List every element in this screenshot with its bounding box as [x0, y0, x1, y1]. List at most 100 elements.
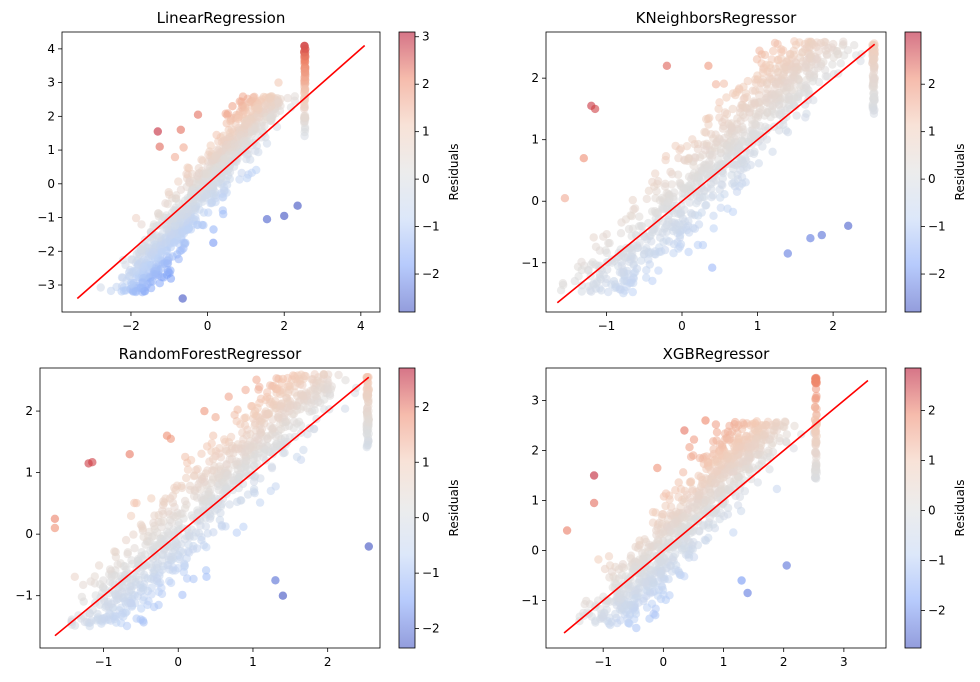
data-point	[577, 287, 586, 296]
data-point	[166, 578, 176, 588]
data-point	[870, 45, 879, 55]
data-point	[641, 578, 650, 588]
data-point	[711, 420, 721, 429]
data-point	[212, 130, 221, 140]
data-point	[761, 420, 770, 430]
data-point	[182, 574, 192, 583]
data-point	[731, 423, 741, 432]
data-point	[137, 220, 146, 229]
data-point	[316, 383, 326, 392]
data-point	[157, 583, 166, 593]
data-point	[272, 439, 281, 448]
data-point	[708, 151, 717, 160]
data-point	[635, 536, 644, 545]
data-point	[199, 506, 208, 515]
data-point	[253, 434, 262, 444]
colorbar-tick-label: 1	[422, 125, 430, 139]
data-point	[733, 159, 742, 168]
data-point	[319, 370, 328, 379]
data-point	[759, 431, 768, 440]
colorbar-tick-label: −1	[422, 220, 440, 234]
scatter-points	[96, 41, 310, 303]
data-point	[712, 162, 722, 172]
colorbar-tick-label: 2	[928, 404, 936, 418]
colorbar-label: Residuals	[953, 144, 967, 201]
data-point	[706, 179, 716, 189]
data-point	[781, 437, 791, 446]
axes-frame	[39, 367, 381, 649]
data-point	[723, 453, 732, 463]
scatter-points	[556, 37, 879, 298]
data-point	[737, 479, 746, 488]
data-point	[694, 220, 704, 229]
data-point	[246, 107, 255, 116]
data-point	[130, 498, 139, 508]
data-point	[697, 174, 706, 183]
data-point	[723, 503, 733, 513]
data-point	[296, 405, 305, 414]
data-point	[579, 154, 588, 163]
data-point	[340, 404, 350, 413]
data-point	[285, 401, 295, 411]
data-point	[300, 67, 309, 77]
data-point	[870, 54, 879, 64]
data-point	[670, 519, 679, 528]
data-point	[777, 108, 786, 118]
data-point	[740, 486, 750, 496]
data-point	[820, 37, 829, 47]
data-point	[783, 249, 792, 258]
data-point	[743, 588, 752, 598]
data-point	[737, 576, 746, 585]
data-point	[101, 603, 110, 612]
y-tick-label: 4	[47, 42, 55, 56]
data-point	[199, 541, 208, 550]
data-point	[178, 590, 187, 600]
data-point	[688, 485, 697, 494]
data-point	[139, 596, 148, 605]
data-point	[748, 120, 757, 129]
data-point	[754, 111, 763, 120]
data-point	[674, 153, 683, 163]
data-point	[653, 176, 663, 186]
data-point	[689, 435, 699, 444]
data-point	[703, 458, 713, 467]
colorbar-tick-label: 0	[422, 172, 430, 186]
data-point	[253, 103, 263, 112]
data-point	[727, 170, 736, 180]
data-point	[705, 113, 714, 123]
data-point	[738, 457, 748, 467]
data-point	[250, 488, 259, 498]
data-point	[700, 186, 709, 196]
data-point	[341, 376, 350, 385]
data-point	[701, 146, 710, 155]
colorbar-label: Residuals	[447, 144, 461, 201]
data-point	[819, 57, 828, 67]
data-point	[293, 201, 302, 210]
data-point	[656, 569, 666, 579]
data-point	[675, 220, 685, 230]
data-point	[167, 518, 176, 527]
data-point	[167, 230, 176, 239]
data-point	[161, 238, 171, 247]
data-point	[251, 123, 260, 132]
data-point	[168, 498, 178, 507]
data-point	[765, 465, 774, 474]
data-point	[183, 524, 192, 533]
data-point	[652, 187, 661, 196]
data-point	[204, 208, 213, 217]
data-point	[70, 572, 80, 581]
data-point	[602, 248, 611, 258]
data-point	[768, 147, 777, 156]
data-point	[257, 424, 267, 433]
data-point	[176, 185, 186, 194]
data-point	[870, 105, 879, 115]
data-point	[635, 212, 644, 221]
data-point	[309, 424, 318, 433]
data-point	[174, 177, 183, 186]
data-point	[298, 391, 308, 401]
data-point	[688, 135, 697, 144]
data-point	[215, 449, 224, 458]
subplot-1: −2 0 2 4 −3 −2 −1 0 1 2 3 4 LinearRegression −2 −1 0 1 2 3…	[37, 9, 461, 333]
data-point	[680, 426, 689, 435]
y-tick-label: −2	[37, 244, 55, 258]
